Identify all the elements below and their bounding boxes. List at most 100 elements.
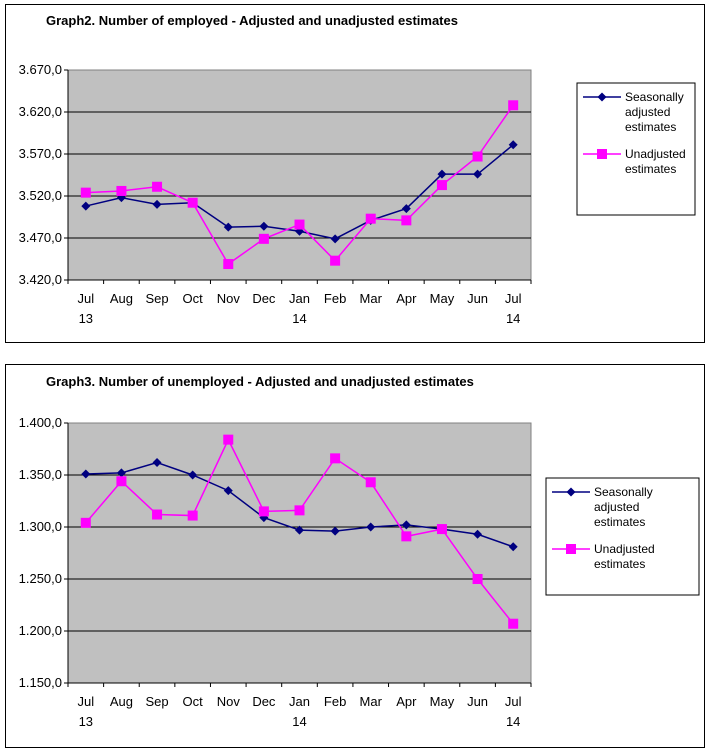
x-tick-label-year: 14 xyxy=(292,311,306,326)
unadjusted-point xyxy=(508,100,519,111)
y-tick-label: 3.420,0 xyxy=(19,272,62,287)
unadjusted-point xyxy=(436,180,447,191)
unadjusted-point xyxy=(187,510,198,521)
adjusted-point xyxy=(330,526,340,536)
adjusted-point xyxy=(223,222,233,232)
adjusted-point xyxy=(295,525,304,535)
unadjusted-point xyxy=(116,185,127,196)
legend-diamond-marker xyxy=(566,487,576,497)
x-tick-label-year: 14 xyxy=(506,311,520,326)
employed-chart-panel: Graph2. Number of employed - Adjusted an… xyxy=(5,4,705,343)
unadjusted-point xyxy=(258,233,269,244)
y-tick-label: 3.520,0 xyxy=(19,188,62,203)
legend xyxy=(545,477,700,596)
unadjusted-point xyxy=(436,524,447,535)
x-tick-label: Dec xyxy=(252,291,276,306)
unadjusted-point xyxy=(116,476,127,487)
chart-title: Graph3. Number of unemployed - Adjusted … xyxy=(46,374,474,389)
legend-diamond-marker xyxy=(597,92,607,102)
x-tick-label: Mar xyxy=(360,291,383,306)
unadjusted-point xyxy=(330,255,341,266)
chart-title: Graph2. Number of employed - Adjusted an… xyxy=(46,13,458,28)
x-tick-label: Sep xyxy=(145,694,168,709)
x-tick-label: Aug xyxy=(110,291,133,306)
adjusted-point xyxy=(401,520,411,530)
y-tick-label: 3.670,0 xyxy=(19,62,62,77)
x-tick-label: Apr xyxy=(396,291,417,306)
adjusted-point xyxy=(330,234,340,244)
y-tick-label: 3.470,0 xyxy=(19,230,62,245)
x-tick-label: Oct xyxy=(183,694,204,709)
adjusted-point xyxy=(188,470,198,480)
x-tick-label-year: 14 xyxy=(506,714,520,729)
x-tick-label: Apr xyxy=(396,694,417,709)
adjusted-point xyxy=(437,169,447,179)
unadjusted-point xyxy=(294,219,305,230)
adjusted-point xyxy=(508,140,518,150)
adjusted-point xyxy=(473,169,483,179)
adjusted-point xyxy=(366,522,376,532)
unadjusted-point xyxy=(80,517,91,528)
x-tick-label: Nov xyxy=(217,291,241,306)
y-tick-label: 1.350,0 xyxy=(19,467,62,482)
x-tick-label: Feb xyxy=(324,694,346,709)
adjusted-point xyxy=(401,204,411,214)
x-tick-label: Feb xyxy=(324,291,346,306)
adjusted-point xyxy=(81,201,91,211)
adjusted-point xyxy=(152,458,162,468)
legend-label: Unadjusted xyxy=(625,147,686,161)
adjusted-point xyxy=(508,542,518,552)
x-tick-label: Sep xyxy=(145,291,168,306)
plot-area xyxy=(67,69,532,281)
unadjusted-point xyxy=(401,215,412,226)
unemployed-chart-panel: Graph3. Number of unemployed - Adjusted … xyxy=(5,364,705,748)
x-tick-label-year: 13 xyxy=(79,714,93,729)
x-tick-label: Jul xyxy=(505,291,522,306)
y-tick-label: 1.250,0 xyxy=(19,571,62,586)
plot-area xyxy=(67,422,532,684)
x-tick-label-year: 14 xyxy=(292,714,306,729)
x-tick-label: Dec xyxy=(252,694,276,709)
unadjusted-point xyxy=(508,618,519,629)
unadjusted-point xyxy=(365,477,376,488)
x-tick-label: Jul xyxy=(77,291,94,306)
adjusted-point xyxy=(259,221,269,231)
unadjusted-point xyxy=(472,151,483,162)
legend-square-marker xyxy=(566,544,576,554)
unadjusted-point xyxy=(187,197,198,208)
x-tick-label: May xyxy=(430,694,455,709)
adjusted-point xyxy=(473,529,483,539)
unadjusted-point xyxy=(223,259,234,270)
unadjusted-point xyxy=(80,187,91,198)
legend-label: estimates xyxy=(625,162,676,176)
x-tick-label: Nov xyxy=(217,694,241,709)
adjusted-point xyxy=(116,468,126,478)
y-tick-label: 3.570,0 xyxy=(19,146,62,161)
unadjusted-point xyxy=(401,531,412,542)
unadjusted-point xyxy=(152,509,163,520)
legend-label: Unadjusted xyxy=(594,542,655,556)
legend xyxy=(576,82,696,216)
x-tick-label: Jun xyxy=(467,291,488,306)
x-tick-label: Jan xyxy=(289,291,310,306)
y-tick-label: 3.620,0 xyxy=(19,104,62,119)
x-tick-label: Mar xyxy=(360,694,383,709)
legend-label: estimates xyxy=(594,515,645,529)
unemployed-chart: Graph3. Number of unemployed - Adjusted … xyxy=(19,374,700,729)
x-tick-label: Jan xyxy=(289,694,310,709)
y-tick-label: 1.400,0 xyxy=(19,415,62,430)
adjusted-point xyxy=(81,469,91,479)
x-tick-label: Aug xyxy=(110,694,133,709)
unadjusted-point xyxy=(152,181,163,192)
x-tick-label: Oct xyxy=(183,291,204,306)
y-tick-label: 1.200,0 xyxy=(19,623,62,638)
employed-chart: Graph2. Number of employed - Adjusted an… xyxy=(19,13,696,326)
legend-label: adjusted xyxy=(594,500,639,514)
y-tick-label: 1.150,0 xyxy=(19,675,62,690)
adjusted-point xyxy=(152,199,162,209)
unadjusted-point xyxy=(294,505,305,516)
x-tick-label: Jul xyxy=(77,694,94,709)
adjusted-point xyxy=(223,486,233,496)
legend-label: estimates xyxy=(594,557,645,571)
legend-square-marker xyxy=(597,149,607,159)
